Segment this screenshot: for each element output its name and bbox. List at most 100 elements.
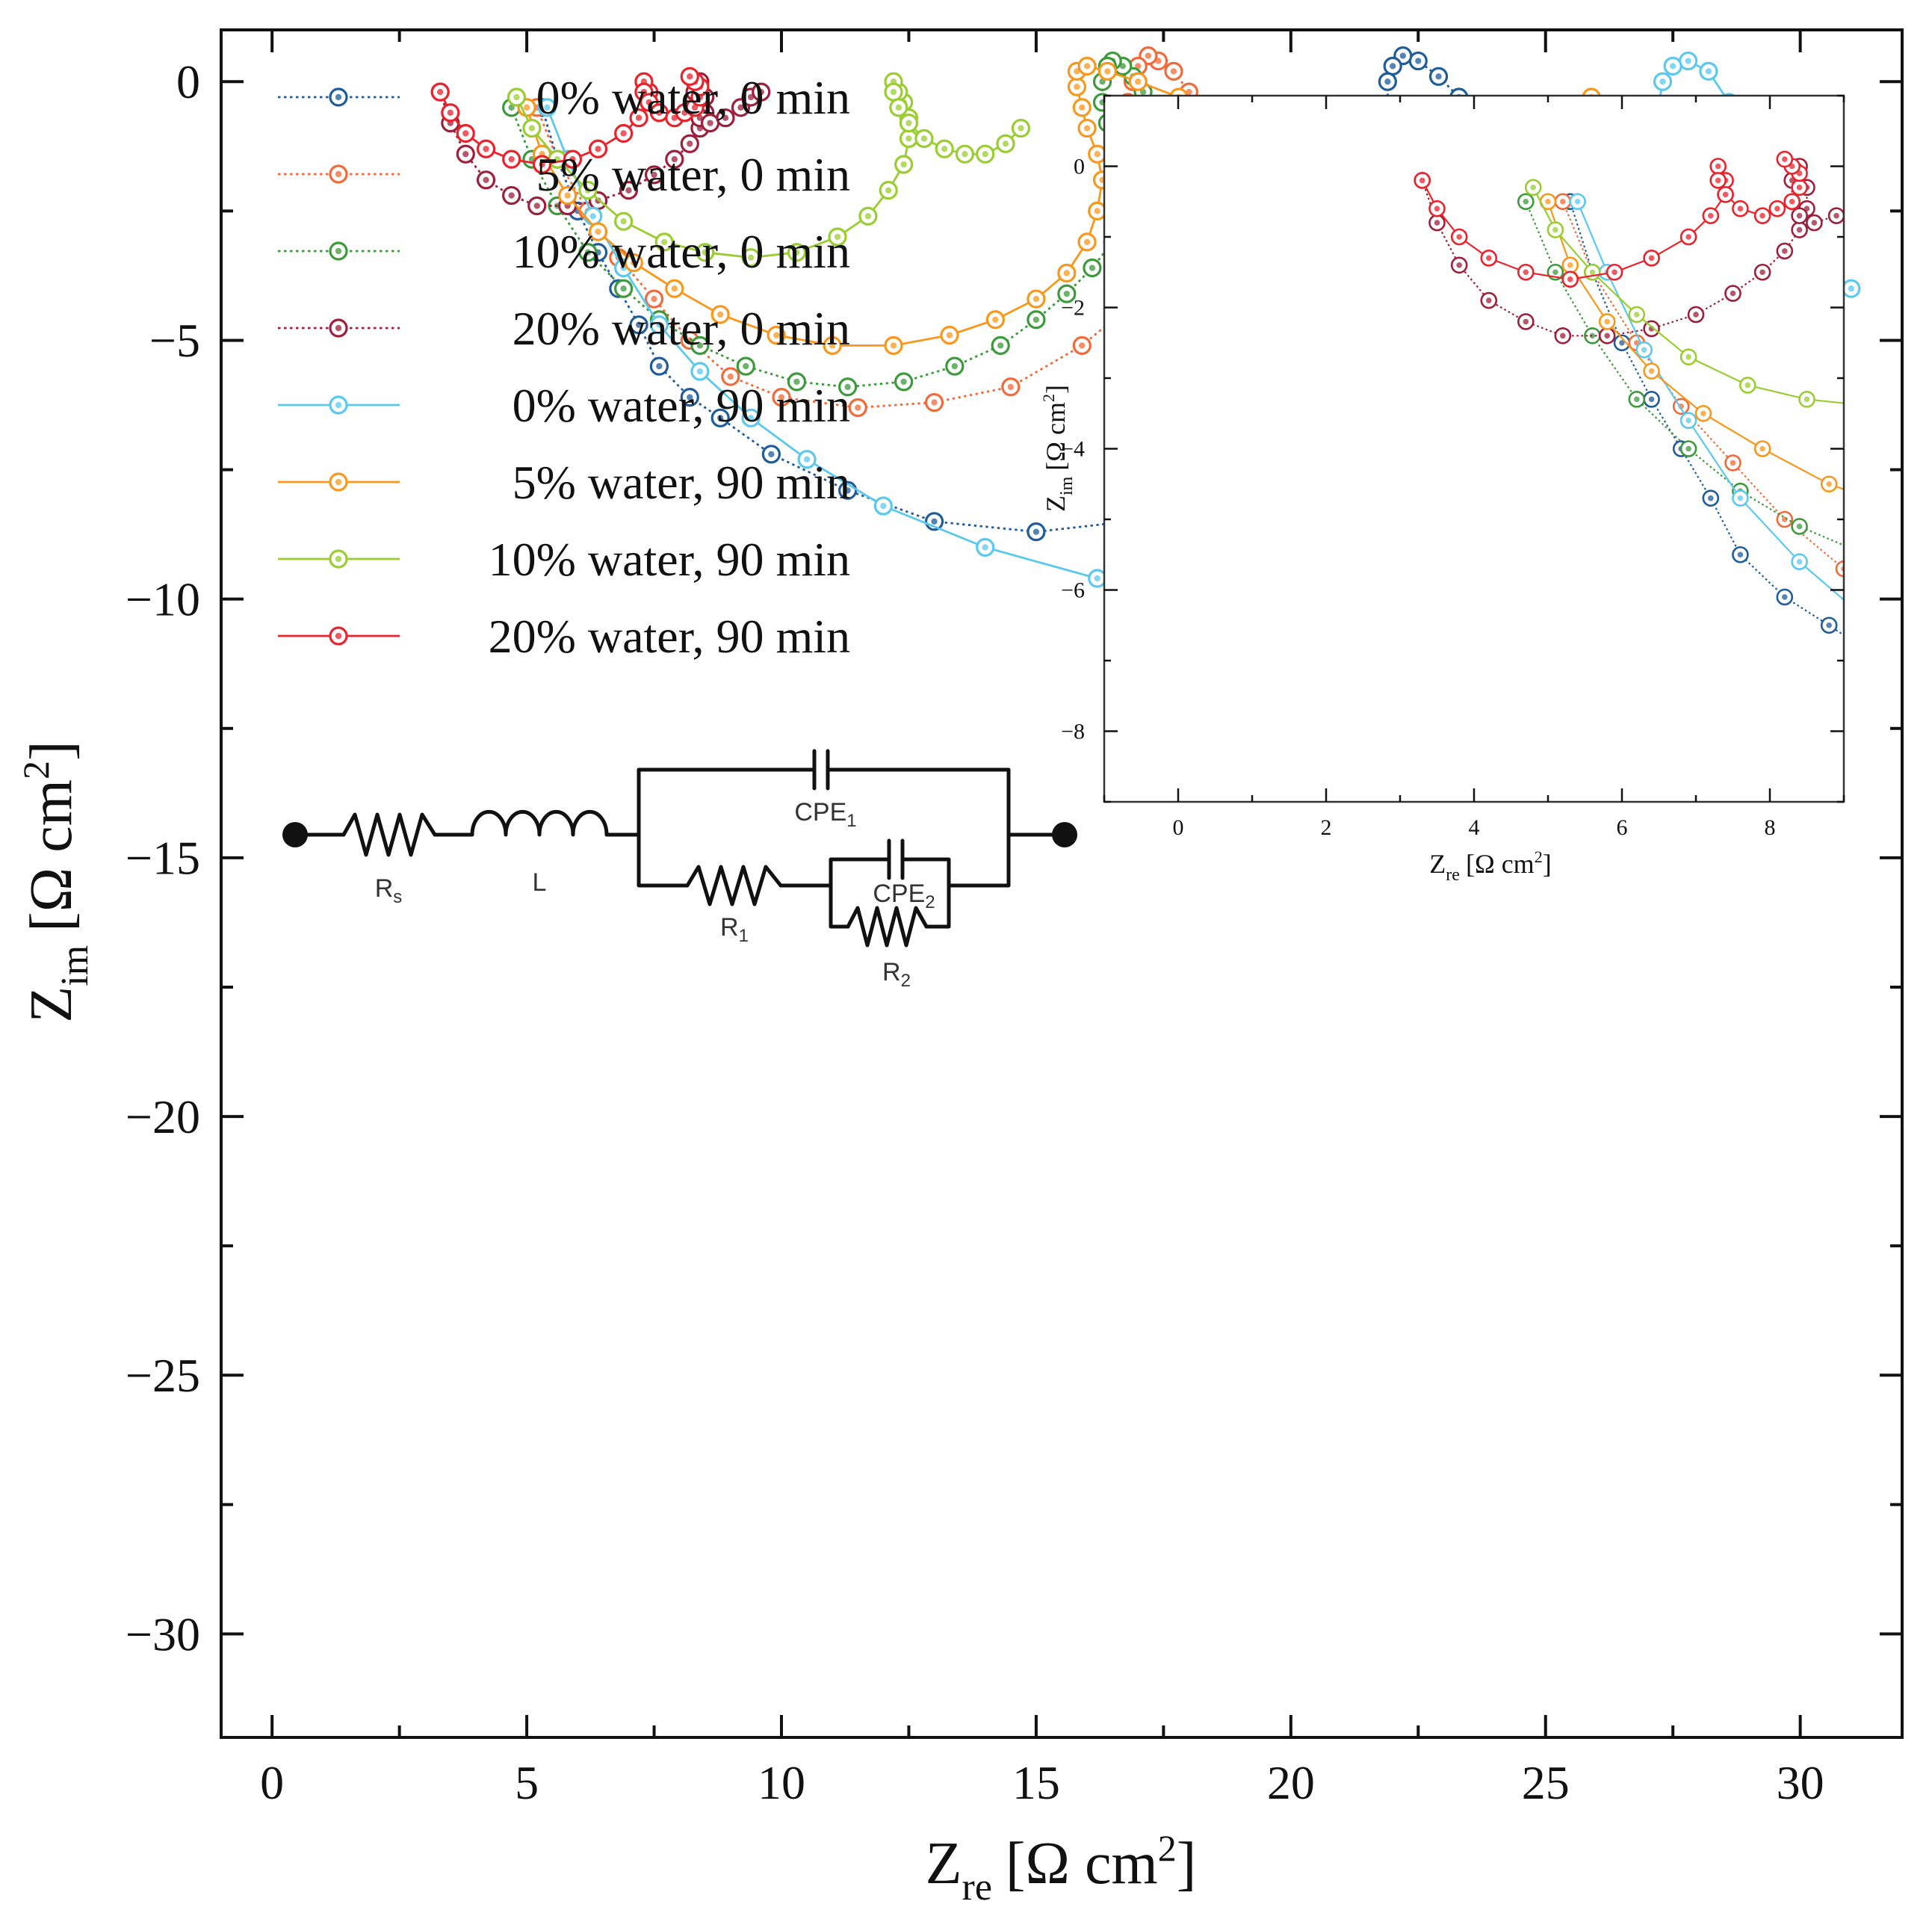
inset-data-point-core [1611,269,1617,276]
inset-data-point-core [1589,269,1596,276]
main-x-tick-label: 25 [1522,1756,1570,1809]
main-data-point-core [1002,140,1009,147]
main-data-point-core [645,99,652,106]
main-data-point-core [931,399,938,406]
main-data-point-core [1135,63,1142,69]
main-data-point-core [544,104,551,111]
main-data-point-core [1089,265,1096,271]
inset-data-point-core [1826,480,1832,487]
circuit-wire [293,767,1067,929]
inset-data-point-core [1648,396,1655,403]
inset-data-point-core [1796,185,1803,191]
inset-data-point-core [1708,212,1714,219]
main-data-point-core [533,203,540,209]
main-data-point-core [1099,78,1106,85]
inset-data-point-core [1685,445,1691,452]
inset-data-point-core [1456,262,1462,268]
inset-y-tick-label: −4 [1061,437,1085,462]
inset-data-point-core [1796,226,1803,233]
r2-resistor-icon [846,906,929,948]
cpe2-label: CPE2 [873,880,935,912]
inset-data-point-core [1700,410,1706,417]
main-data-point-core [982,151,988,158]
legend-marker-core [335,401,342,409]
main-data-point-core [890,342,897,349]
inset-data-point-core [1486,297,1492,303]
main-data-point-core [584,249,592,256]
inset-data-point [1903,505,1918,520]
main-data-point-core [687,140,693,147]
legend-item-0: 0% water, 0 min [278,71,850,124]
main-data-point-core [1415,58,1422,64]
main-data-point-core [997,342,1004,349]
main-data-point-core [528,125,536,132]
inset-y-tick-label: −6 [1061,578,1085,603]
legend-item-1: 5% water, 0 min [278,148,850,201]
main-data-point-core [635,321,643,328]
main-data-point-core [656,109,663,116]
inset-data-point-core [1685,234,1691,240]
legend-label: 20% water, 90 min [489,610,850,663]
legend-item-7: 20% water, 90 min [278,610,850,663]
main-data-point-core [595,146,601,152]
main-data-point-core [1094,208,1100,214]
inset-data-point-core [1782,248,1788,254]
main-x-axis-title: Zre [Ω cm2] [926,1827,1197,1909]
inset-data-point-core [1574,198,1581,205]
inset-data-point-core [1486,255,1492,262]
main-y-axis-title: Zim[Ω cm2] [15,741,96,1022]
inset-data-point-core [1685,417,1691,424]
inset-data-point-core [1634,312,1640,318]
inset-data-point-core [1796,212,1803,219]
main-data-point-core [793,249,800,256]
main-data-point-core [900,378,907,386]
inset-series-line [1532,187,1844,404]
main-y-tick-labels: 0 −5 −10 −15 −20 −25 −30 [126,55,200,1660]
main-y-tick-label: −5 [149,314,200,367]
main-data-point-core [1390,63,1396,69]
main-y-tick-label: −15 [126,832,200,885]
inset-data-point-core [1530,185,1536,191]
inset-data-point-core [1619,339,1625,346]
inset-data-point-core [1737,551,1744,558]
main-data-point-core [758,88,764,96]
main-data-point-core [651,295,657,303]
main-y-tick-label: −10 [126,572,200,625]
main-data-point-core [1170,68,1177,75]
main-data-point-core [982,544,988,551]
inset-axis-ticks [1103,94,1845,803]
main-data-point-core [1145,52,1152,59]
main-data-point-core [589,213,596,220]
legend-marker-core [335,247,342,255]
main-data-point-core [651,171,657,179]
main-data-point-core [1079,342,1086,349]
inset-data-point-core [1744,382,1751,389]
main-data-point-core [1399,52,1406,59]
main-data-point-core [864,213,872,220]
inset-data-point-core [1803,396,1810,403]
legend-item-6: 10% water, 90 min [278,533,850,586]
inset-data-point-core [1907,510,1913,516]
cpe1-label: CPE1 [794,798,856,831]
inset-data-point-core [1589,333,1596,339]
main-data-point-core [1032,528,1040,535]
inset-y-tick-labels: 0 −2 −4 −6 −8 [1061,155,1085,744]
legend: 0% water, 0 min 5% water, 0 min 10% water,… [278,71,850,663]
inset-data-point-core [1782,156,1788,162]
main-data-point-core [1135,78,1142,85]
inset-data-point-core [1759,269,1765,276]
legend-item-4: 0% water, 90 min [278,379,850,432]
main-data-point-core [584,187,592,194]
inset-x-tick-label: 6 [1617,815,1628,840]
inset-data-point-core [1634,396,1640,403]
l-label: L [533,868,547,897]
main-data-point-core [737,104,744,111]
legend-marker-core [335,555,342,563]
inset-data-point [1866,618,1881,633]
main-data-point-core [483,176,489,183]
main-data-point-core [661,238,668,246]
main-data-point-core [462,151,469,158]
inset-data-point [1880,173,1895,188]
inset-data-point-core [1523,198,1529,205]
